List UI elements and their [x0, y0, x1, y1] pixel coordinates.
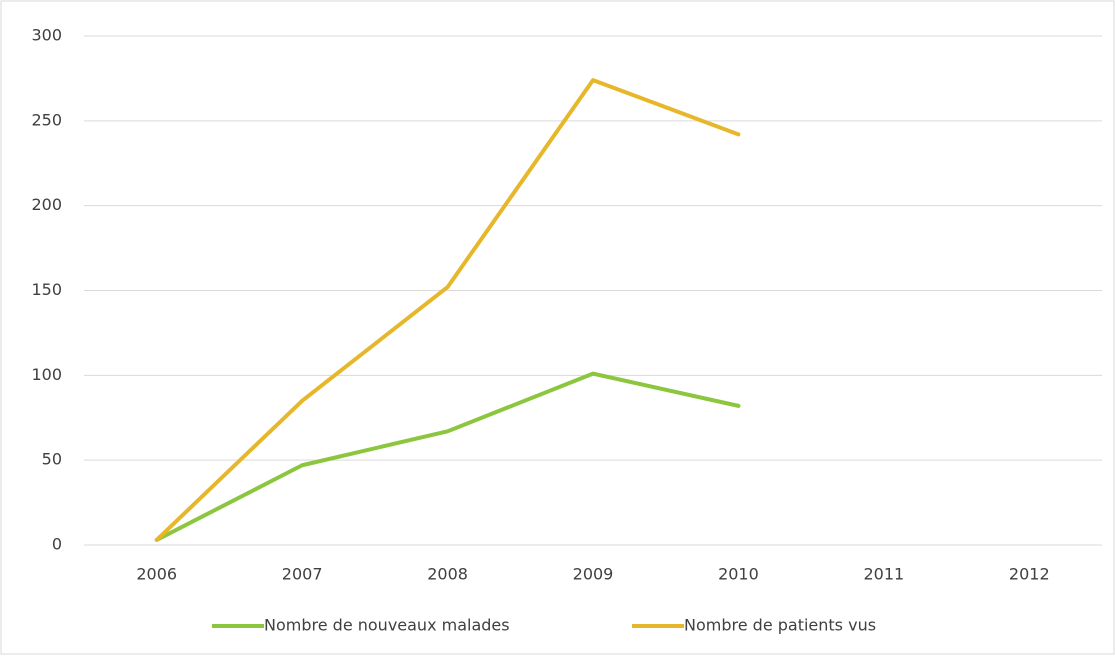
x-tick-label: 2009: [573, 565, 614, 584]
x-tick-label: 2011: [863, 565, 904, 584]
y-tick-label: 200: [31, 195, 62, 214]
y-tick-label: 0: [52, 535, 62, 554]
series-line: [154, 78, 741, 542]
x-tick-label: 2006: [136, 565, 177, 584]
y-tick-label: 50: [42, 450, 62, 469]
legend-label: Nombre de patients vus: [684, 616, 876, 635]
x-tick-label: 2008: [427, 565, 468, 584]
y-tick-label: 250: [31, 110, 62, 129]
x-tick-label: 2007: [282, 565, 323, 584]
x-tick-label: 2012: [1009, 565, 1050, 584]
x-tick-label: 2010: [718, 565, 759, 584]
y-tick-label: 300: [31, 26, 62, 45]
y-tick-label: 100: [31, 365, 62, 384]
series-line: [154, 371, 741, 542]
y-tick-label: 150: [31, 280, 62, 299]
legend-label: Nombre de nouveaux malades: [264, 616, 510, 635]
